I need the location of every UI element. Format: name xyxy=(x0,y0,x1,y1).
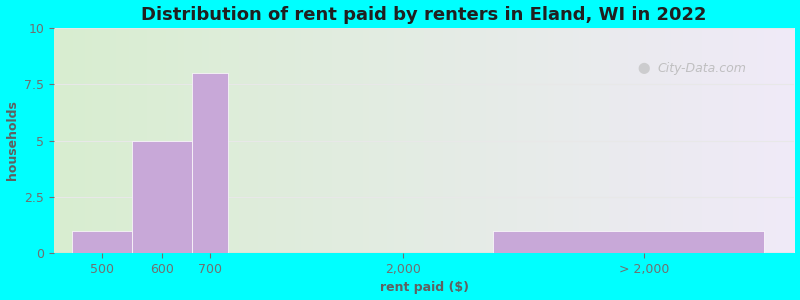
X-axis label: rent paid ($): rent paid ($) xyxy=(380,281,469,294)
Title: Distribution of rent paid by renters in Eland, WI in 2022: Distribution of rent paid by renters in … xyxy=(142,6,707,24)
Y-axis label: households: households xyxy=(6,100,18,181)
Bar xyxy=(132,140,192,253)
Text: ⬤: ⬤ xyxy=(638,63,650,74)
Bar xyxy=(72,231,132,253)
Bar xyxy=(494,231,764,253)
Bar xyxy=(192,73,229,253)
Text: City-Data.com: City-Data.com xyxy=(658,62,746,75)
